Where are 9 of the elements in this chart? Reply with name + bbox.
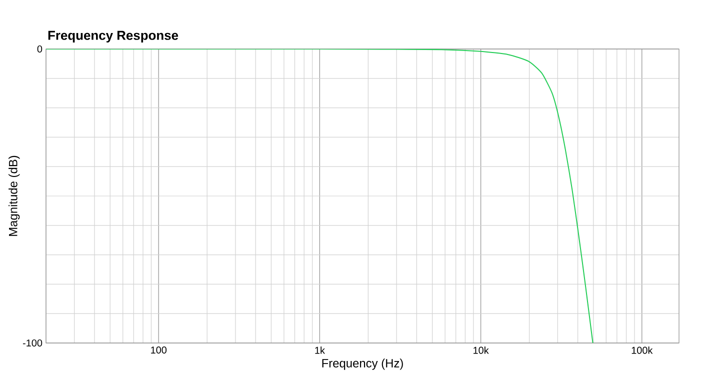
x-tick-label: 100 [151,346,167,354]
x-axis-title: Frequency (Hz) [322,358,403,370]
x-tick-label: 100k [632,346,653,354]
y-tick-label: 0 [37,45,42,53]
x-tick-label: 10k [474,346,489,354]
x-tick-label: 1k [315,346,325,354]
y-axis-title: Magnitude (dB) [8,156,20,236]
y-tick-label: -100 [22,339,42,347]
chart-title: Frequency Response [48,30,178,42]
